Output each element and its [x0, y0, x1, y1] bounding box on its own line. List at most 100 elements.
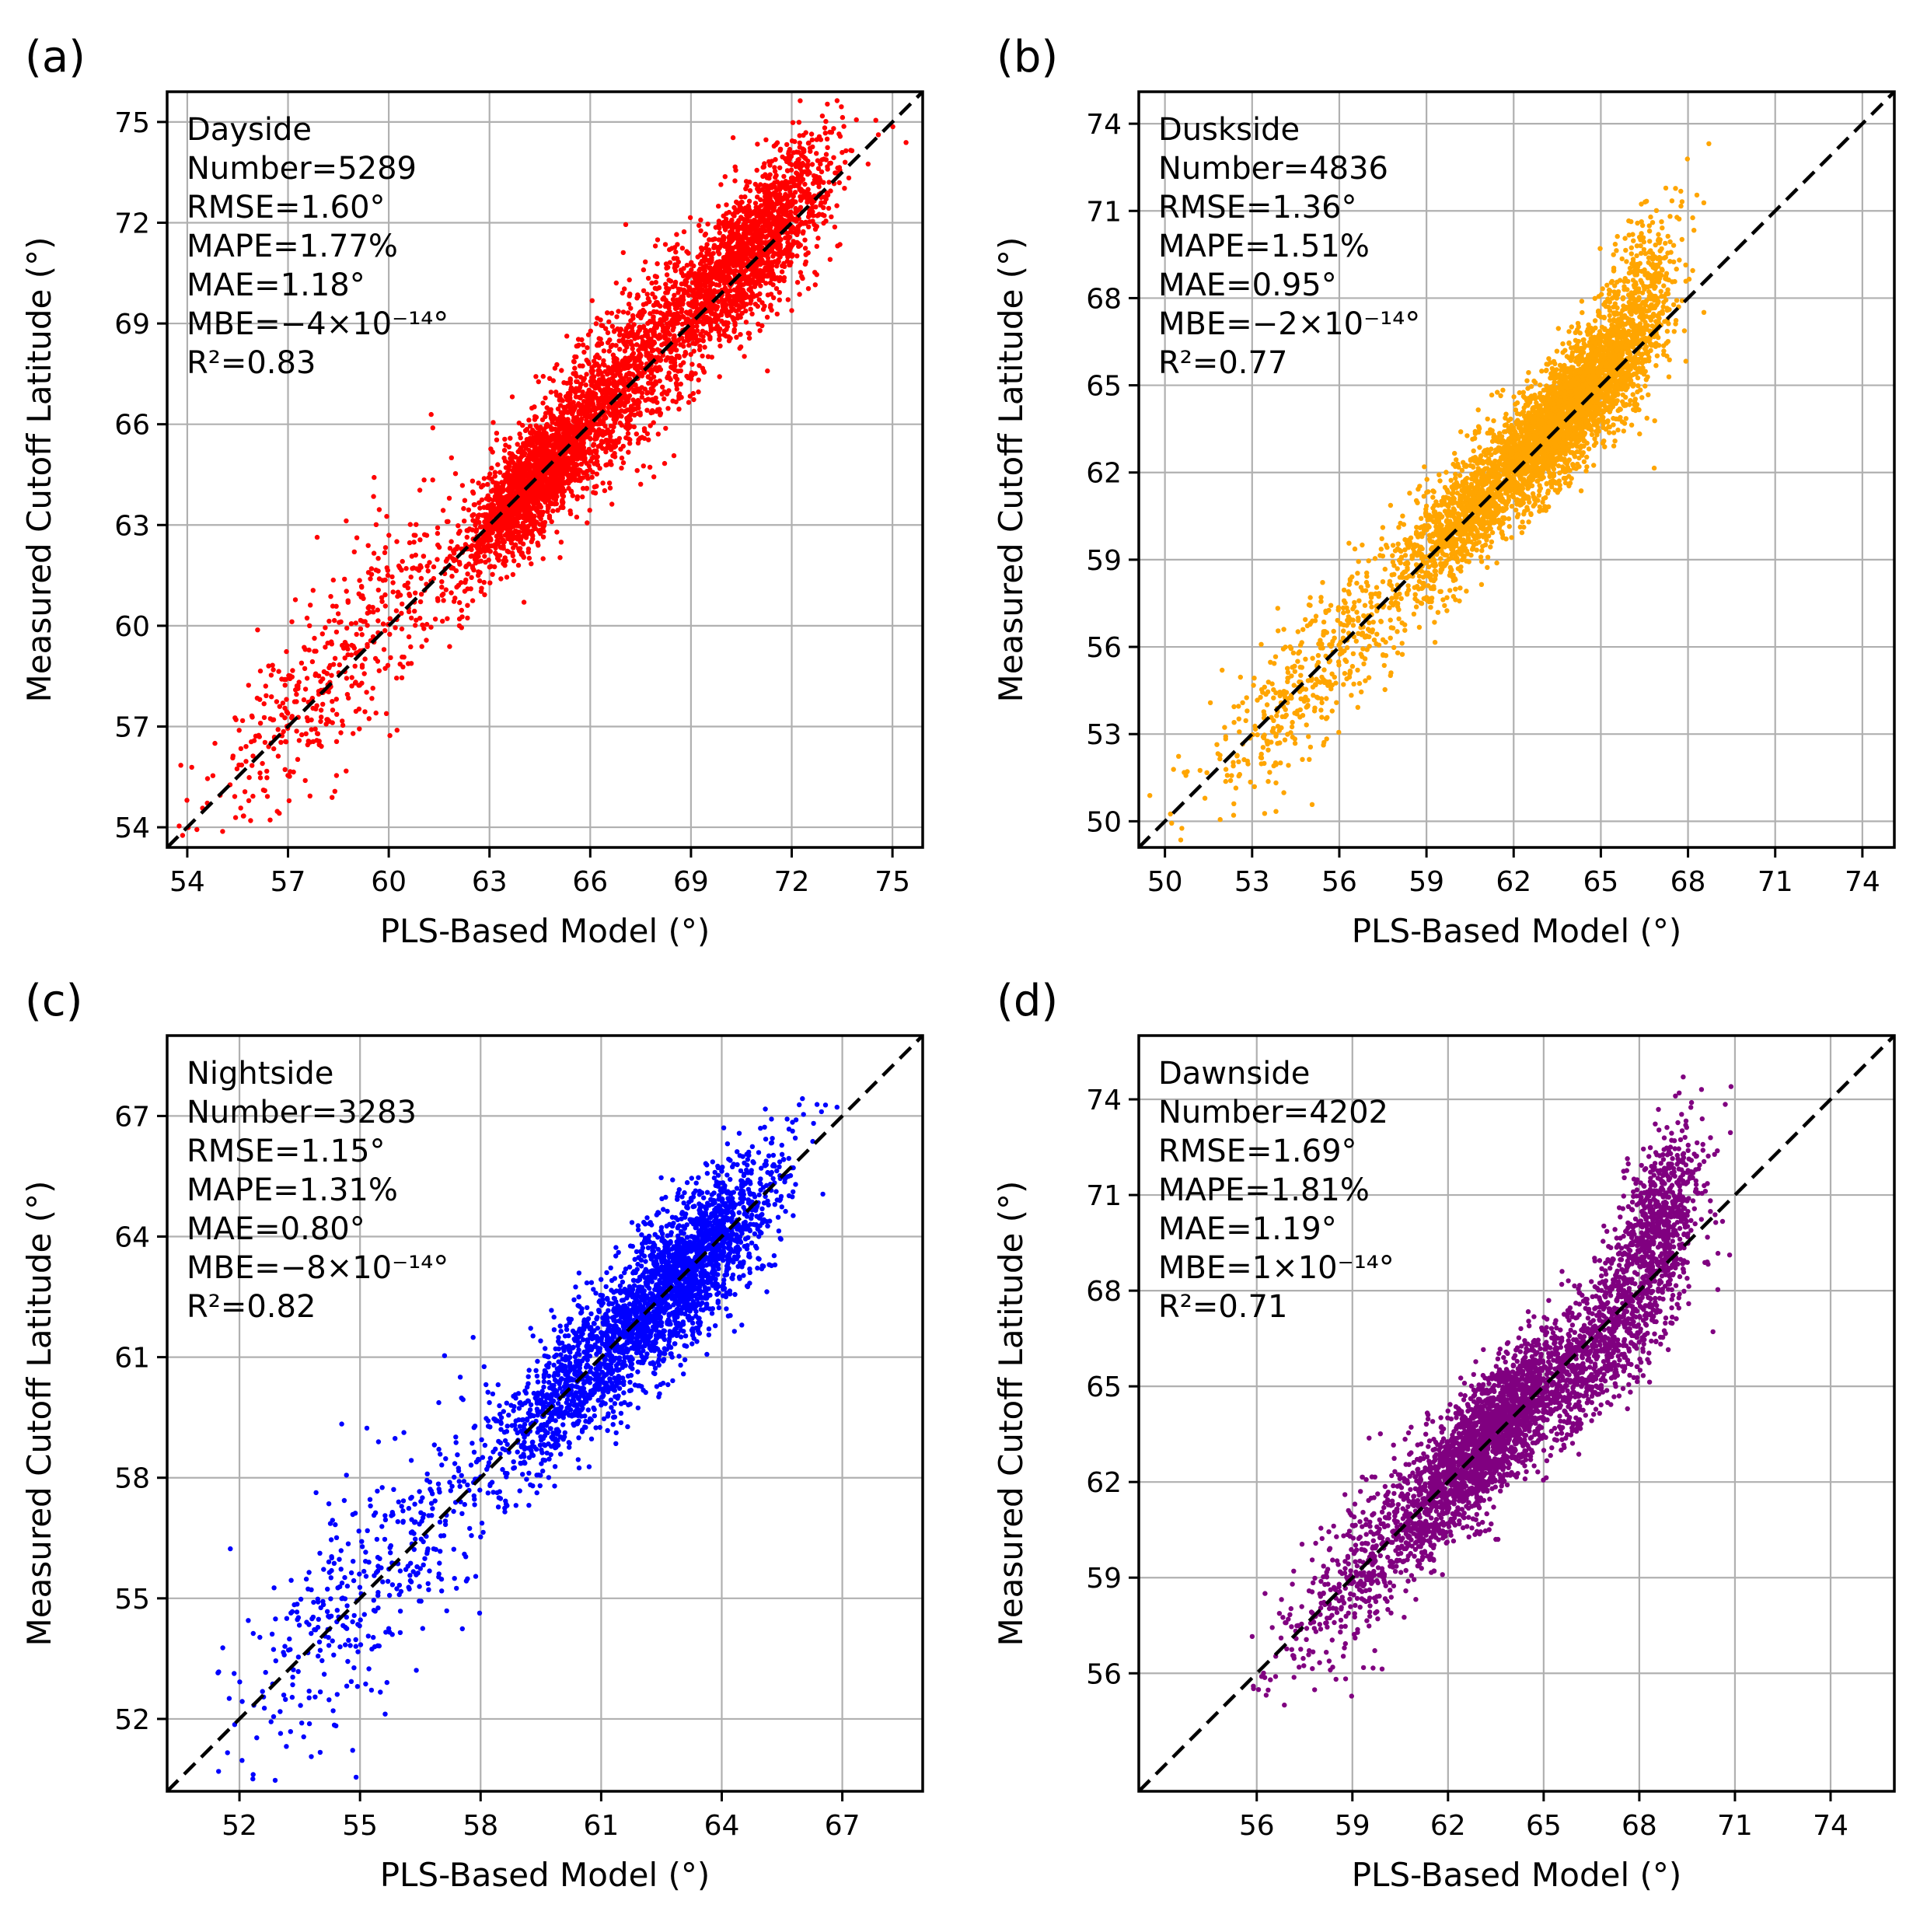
data-point: [527, 510, 533, 515]
data-point: [636, 348, 641, 353]
data-point: [765, 368, 770, 374]
data-point: [668, 278, 674, 284]
data-point: [351, 549, 357, 554]
data-point: [566, 485, 571, 491]
data-point: [794, 253, 800, 259]
data-point: [424, 621, 430, 627]
data-point: [717, 337, 722, 343]
data-point: [427, 560, 432, 565]
data-point: [773, 286, 780, 292]
data-point: [659, 342, 665, 348]
data-point: [330, 603, 336, 609]
data-point: [759, 233, 765, 239]
data-point: [403, 566, 409, 571]
data-point: [673, 250, 679, 255]
data-point: [494, 431, 500, 436]
data-point: [396, 563, 402, 569]
data-point: [525, 523, 531, 529]
data-point: [487, 580, 493, 585]
data-point: [784, 168, 791, 173]
data-point: [818, 161, 823, 167]
data-point: [394, 539, 400, 544]
data-point: [645, 390, 651, 395]
data-point: [507, 536, 512, 542]
data-point: [502, 436, 508, 442]
data-point: [178, 763, 183, 768]
data-point: [400, 558, 405, 564]
data-point: [393, 625, 398, 631]
data-point: [510, 553, 515, 558]
data-point: [648, 336, 654, 342]
data-point: [286, 798, 292, 804]
data-point: [623, 408, 629, 414]
data-point: [735, 238, 741, 244]
data-point: [508, 435, 513, 441]
data-point: [463, 577, 469, 583]
data-point: [622, 286, 627, 292]
data-point: [387, 732, 393, 739]
data-point: [655, 355, 661, 360]
data-point: [333, 629, 340, 635]
data-point: [666, 388, 672, 393]
data-point: [594, 459, 600, 464]
data-point: [257, 775, 264, 781]
data-point: [399, 626, 405, 632]
data-point: [465, 571, 470, 577]
data-point: [702, 232, 707, 238]
data-point: [736, 260, 742, 265]
data-point: [548, 390, 554, 395]
data-point: [618, 446, 623, 452]
data-point: [232, 715, 238, 721]
data-point: [696, 306, 702, 312]
data-point: [644, 431, 651, 437]
data-point: [520, 533, 525, 539]
data-point: [671, 452, 677, 459]
data-point: [743, 320, 749, 325]
data-point: [373, 568, 379, 573]
data-point: [697, 261, 703, 267]
data-point: [294, 691, 299, 697]
data-point: [326, 618, 332, 624]
data-point: [806, 198, 812, 204]
data-point: [480, 483, 486, 488]
data-point: [511, 529, 517, 535]
data-point: [684, 249, 689, 254]
data-point: [376, 507, 382, 512]
data-point: [581, 404, 587, 410]
data-point: [590, 374, 596, 379]
data-point: [628, 318, 634, 323]
data-point: [419, 644, 424, 649]
data-point: [413, 623, 418, 628]
data-point: [770, 208, 777, 213]
data-point: [537, 502, 543, 508]
data-point: [571, 359, 577, 365]
data-point: [797, 187, 802, 192]
data-point: [832, 224, 838, 230]
data-point: [399, 675, 405, 680]
data-point: [304, 615, 310, 621]
data-point: [686, 271, 692, 276]
data-point: [645, 275, 651, 281]
data-point: [662, 242, 669, 247]
data-point: [585, 520, 590, 526]
data-point: [649, 348, 655, 354]
data-point: [728, 293, 733, 299]
data-point: [794, 149, 799, 155]
data-point: [525, 550, 531, 555]
data-point: [470, 491, 477, 496]
data-point: [470, 598, 476, 603]
data-point: [379, 599, 385, 604]
data-point: [757, 328, 763, 334]
data-point: [502, 458, 508, 464]
data-point: [641, 302, 647, 307]
data-point: [568, 403, 574, 409]
data-point: [342, 655, 347, 661]
data-point: [794, 170, 799, 176]
data-point: [831, 155, 836, 160]
data-point: [490, 420, 496, 425]
data-point: [797, 133, 802, 138]
data-point: [764, 314, 770, 320]
data-point: [389, 574, 395, 580]
data-point: [834, 203, 840, 208]
data-point: [238, 746, 244, 752]
